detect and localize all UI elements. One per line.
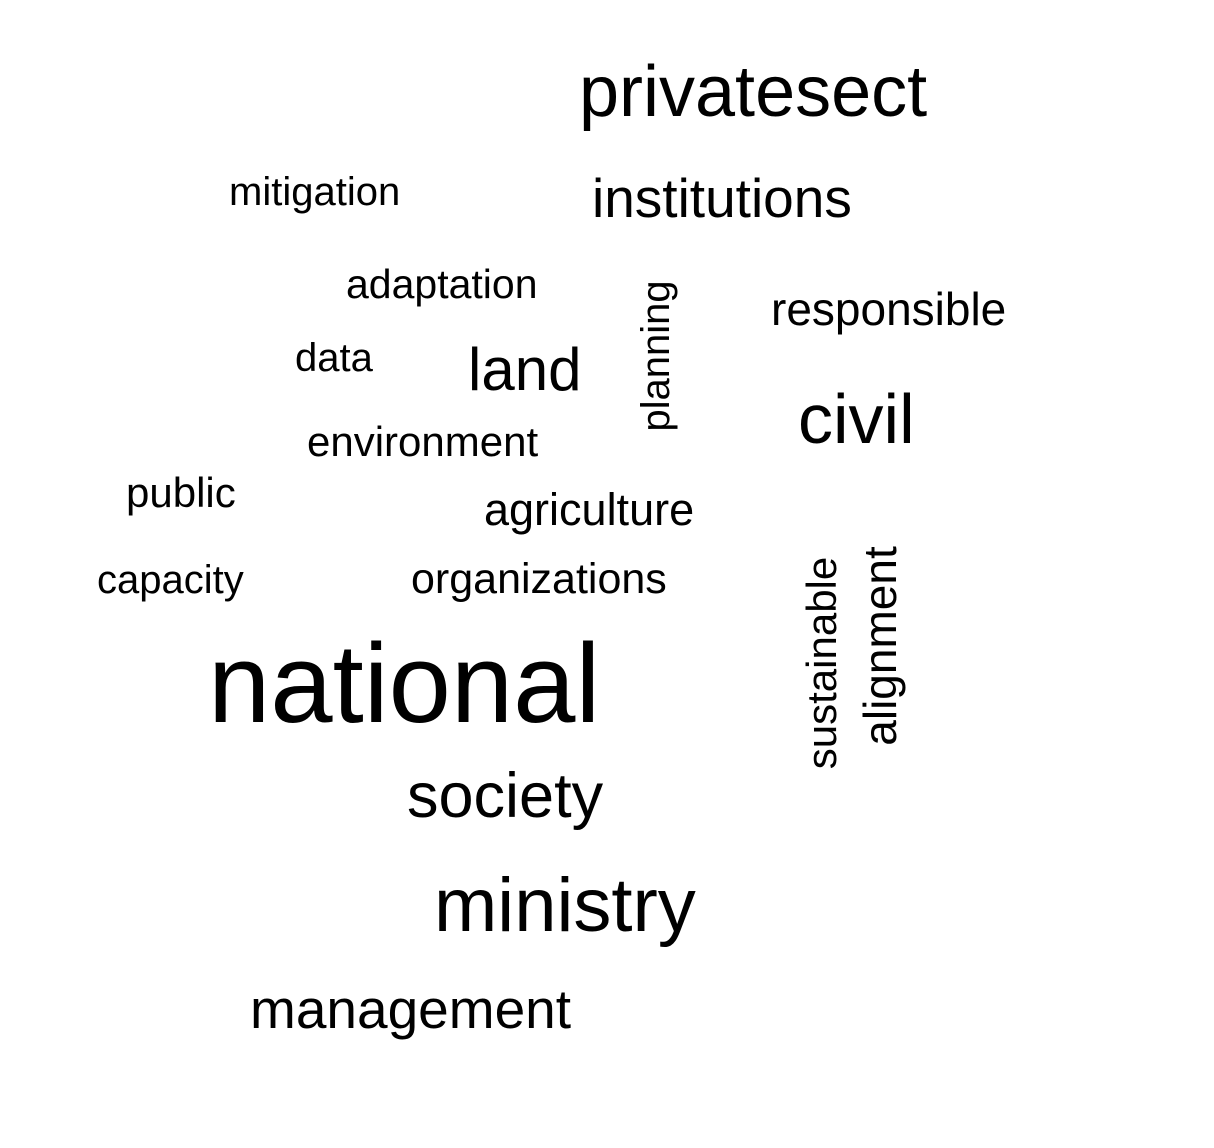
word-environment: environment — [307, 418, 539, 465]
word-agriculture: agriculture — [484, 484, 695, 535]
word-capacity: capacity — [97, 558, 244, 602]
word-data: data — [295, 336, 373, 380]
word-public: public — [126, 469, 236, 516]
word-society: society — [407, 761, 604, 831]
word-organizations: organizations — [411, 555, 667, 603]
word-institutions: institutions — [592, 167, 852, 229]
word-privatesect: privatesect — [579, 52, 928, 132]
word-planning: planning — [634, 280, 678, 432]
word-national: national — [208, 621, 601, 746]
word-ministry: ministry — [434, 863, 696, 948]
word-sustainable: sustainable — [798, 556, 845, 770]
word-mitigation: mitigation — [229, 170, 401, 214]
word-adaptation: adaptation — [346, 261, 538, 307]
word-alignment: alignment — [854, 546, 906, 746]
word-responsible: responsible — [771, 283, 1007, 335]
word-management: management — [250, 978, 572, 1040]
word-land: land — [468, 336, 582, 403]
word-civil: civil — [798, 380, 915, 458]
